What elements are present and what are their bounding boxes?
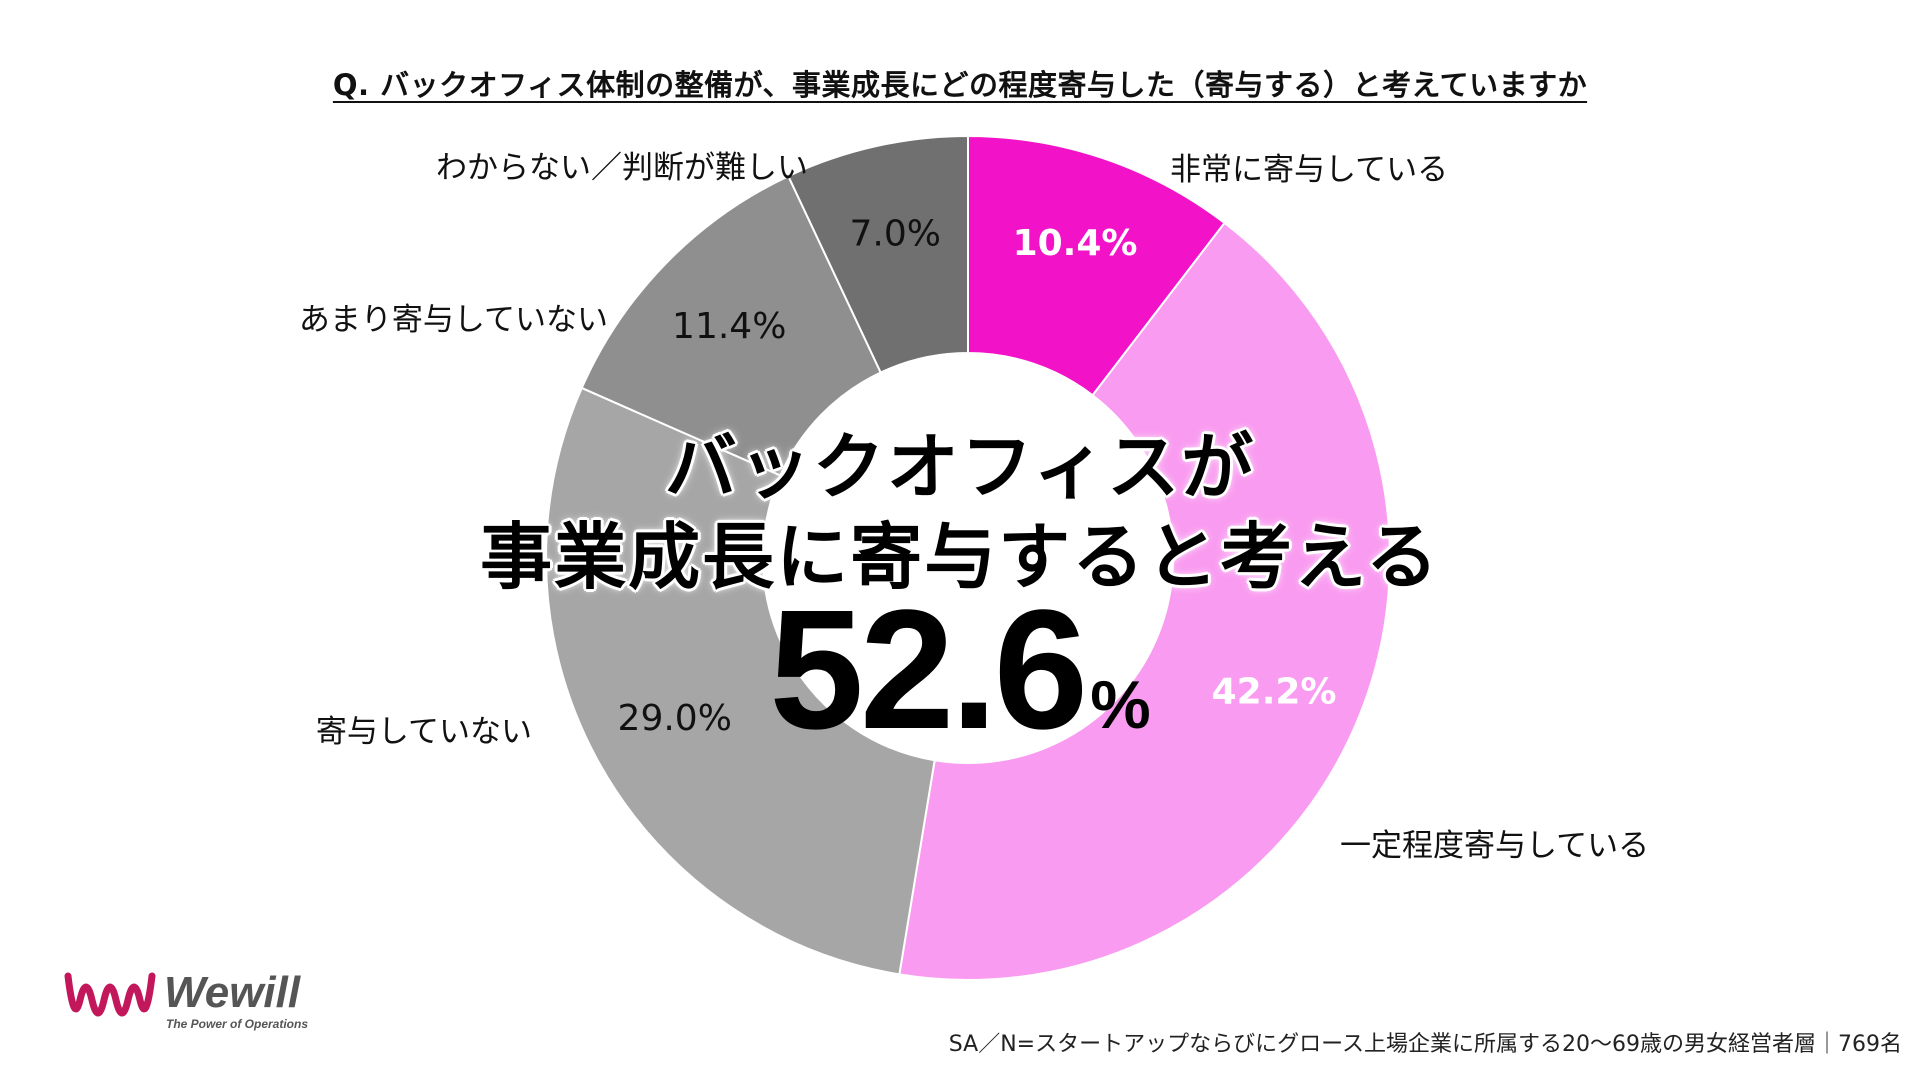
slice-4 [786,134,969,374]
slice-category-label-1: 一定程度寄与している [1340,828,1649,864]
slice-3 [580,174,883,477]
slice-value-label-4: 7.0% [850,214,941,255]
slice-category-label-4: わからない／判断が難しい [436,150,808,186]
slice-value-label-3: 11.4% [672,306,786,347]
slice-category-label-2: 寄与していない [316,714,532,750]
wewill-logo: Wewill The Power of Operations [64,968,364,1038]
slice-category-label-0: 非常に寄与している [1170,152,1448,188]
slice-0 [967,134,1226,397]
slice-value-label-0: 10.4% [1013,223,1138,264]
slice-value-label-2: 29.0% [618,698,732,739]
headline-value-number: 52.6 [769,575,1088,765]
slice-2 [545,386,936,976]
headline-value-unit: % [1090,667,1151,743]
headline-value: 52.6% [769,585,1150,755]
headline-line-2: 事業成長に寄与すると考える [480,515,1440,599]
question-title: Q. バックオフィス体制の整備が、事業成長にどの程度寄与した（寄与する）と考えて… [332,68,1588,102]
logo-wordmark: Wewill [164,968,301,1017]
slice-value-label-1: 42.2% [1212,671,1337,712]
sample-footnote: SA／N=スタートアップならびにグロース上場企業に所属する20〜69歳の男女経営… [948,1032,1902,1057]
wewill-wave-icon [64,972,156,1017]
headline-line-1: バックオフィスが [664,425,1256,509]
logo-tagline: The Power of Operations [166,1017,309,1031]
slice-category-label-3: あまり寄与していない [299,302,608,338]
slice-1 [898,221,1391,981]
